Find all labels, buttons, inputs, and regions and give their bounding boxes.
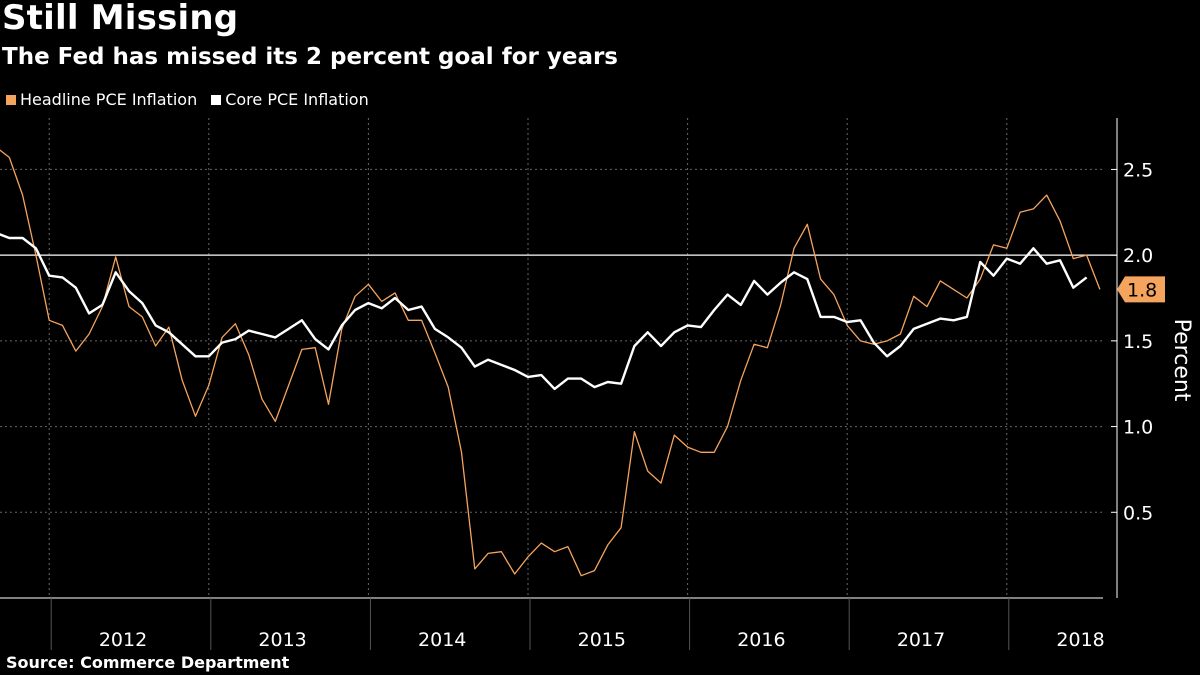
legend: Headline PCE Inflation Core PCE Inflatio… [6, 90, 369, 109]
legend-swatch-headline [6, 94, 16, 105]
legend-swatch-core [211, 94, 222, 105]
x-tick-label: 2018 [1056, 629, 1104, 651]
last-value-label: 1.8 [1127, 279, 1157, 301]
legend-label-headline: Headline PCE Inflation [20, 90, 198, 109]
y-tick-label: 1.0 [1123, 417, 1153, 439]
x-tick-label: 2014 [418, 629, 466, 651]
source-note: Source: Commerce Department [6, 653, 290, 672]
x-tick-label: 2012 [99, 629, 147, 651]
y-tick-label: 0.5 [1123, 502, 1153, 524]
x-tick-label: 2013 [258, 629, 306, 651]
headline-pce-line [0, 149, 1101, 577]
y-tick-label: 2.5 [1123, 159, 1153, 181]
y-axis-label: Percent [1169, 319, 1194, 402]
x-tick-label: 2017 [897, 629, 945, 651]
core-pce-line [0, 233, 1088, 391]
x-tick-label: 2016 [737, 629, 785, 651]
y-tick-label: 2.0 [1123, 245, 1153, 267]
last-value-tag [1117, 276, 1165, 303]
legend-item-core: Core PCE Inflation [211, 90, 369, 109]
y-tick-label: 1.5 [1123, 331, 1153, 353]
legend-item-headline: Headline PCE Inflation [6, 90, 197, 109]
legend-label-core: Core PCE Inflation [225, 90, 369, 109]
chart-subtitle: The Fed has missed its 2 percent goal fo… [2, 44, 618, 70]
x-tick-label: 2015 [578, 629, 626, 651]
chart-title: Still Missing [2, 0, 239, 38]
